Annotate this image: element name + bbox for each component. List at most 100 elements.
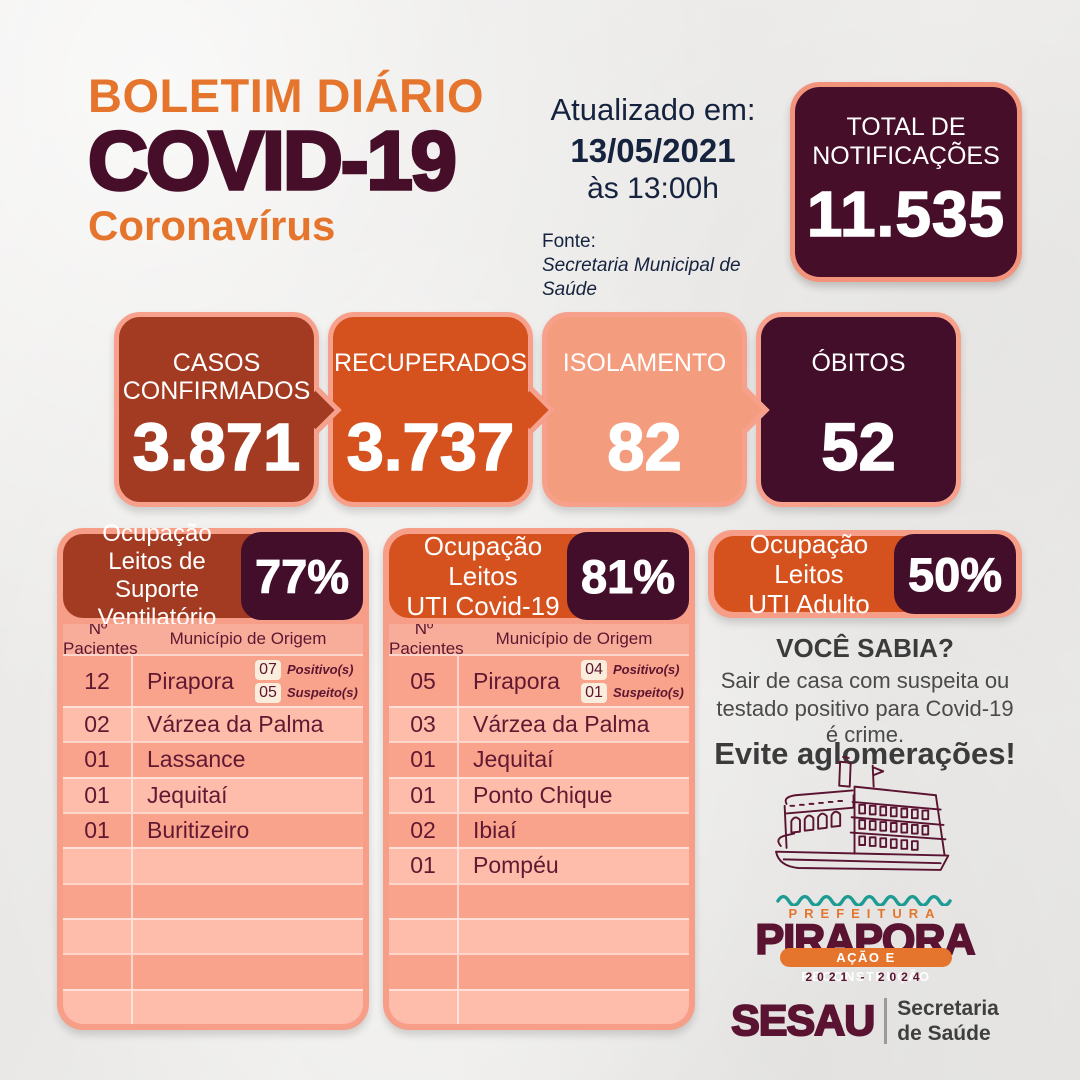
table-row: 01 Pompéu (389, 847, 689, 883)
term-years: 2021 - 2024 (805, 970, 925, 984)
patient-count-cell (63, 955, 133, 989)
patient-count-cell (389, 955, 459, 989)
municipality-cell (133, 955, 363, 988)
table-row (389, 953, 689, 989)
patient-count-cell (63, 919, 133, 954)
stat-casos-confirmados: CASOS CONFIRMADOS 3.871 (114, 312, 342, 507)
column-header-patients: Nº Pacientes (63, 624, 138, 658)
secretaria-label: Secretaria de Saúde (897, 997, 999, 1046)
case-status-badge: 04 Positivo(s) (581, 659, 681, 680)
patients-table: Nº Pacientes Município de Origem 05 Pirap… (389, 624, 689, 1024)
table-row: 12 Pirapora 07 Positivo(s) 05 Suspeito(s) (63, 654, 363, 706)
patient-count-cell: 05 (389, 656, 459, 706)
column-header-municipality: Município de Origem (169, 629, 327, 648)
table-row (389, 882, 689, 918)
municipality-cell: Jequitaí (147, 781, 228, 808)
column-header-patients: Nº Pacientes (389, 624, 464, 658)
patient-count-cell (389, 919, 459, 954)
municipality-cell (133, 991, 363, 1024)
patient-count-cell: 12 (63, 656, 133, 706)
patients-table: Nº Pacientes Município de Origem 12 Pirap… (63, 624, 363, 1024)
total-notifications-label: TOTAL DE NOTIFICAÇÕES (812, 113, 1000, 170)
steamboat-icon (775, 756, 950, 871)
did-you-know-text: Sair de casa com suspeita ou (720, 668, 1010, 693)
updated-label: Atualizado em: (550, 92, 756, 127)
case-status-badge: 01 Suspeito(s) (581, 682, 684, 703)
patient-count-cell (389, 990, 459, 1024)
municipality-cell: Pirapora 07 Positivo(s) 05 Suspeito(s) (147, 659, 358, 703)
municipality-cell (133, 920, 363, 953)
patient-count-cell: 01 (63, 743, 133, 777)
panel-uti-covid: Ocupação Leitos UTI Covid-19 81% Nº Paci… (383, 528, 695, 1030)
table-row (63, 988, 363, 1024)
case-status-badge: 07 Positivo(s) (255, 659, 355, 680)
bulletin-title: BOLETIM DIÁRIO COVID-19 Coronavírus (86, 68, 485, 250)
patient-count-cell (63, 884, 133, 918)
occupancy-percent-badge: 81% (567, 532, 689, 620)
municipality-cell: Ponto Chique (473, 781, 613, 808)
updated-date: 13/05/2021 (570, 132, 736, 169)
slogan-badge: AÇÃO E RECONSTRUÇÃO (780, 948, 952, 984)
stats-row: CASOS CONFIRMADOS 3.871 RECUPERADOS 3.73… (114, 312, 961, 507)
table-row: 05 Pirapora 04 Positivo(s) 01 Suspeito(s) (389, 654, 689, 706)
patient-count-cell: 01 (63, 813, 133, 848)
table-header-row: Nº Pacientes Município de Origem (63, 624, 363, 658)
column-header-municipality: Município de Origem (495, 629, 653, 648)
patient-count-cell: 01 (63, 778, 133, 812)
total-notifications-box: TOTAL DE NOTIFICAÇÕES 11.535 (790, 82, 1022, 282)
municipality-cell (459, 991, 689, 1024)
patient-count-cell: 02 (389, 813, 459, 848)
table-row: 01 Jequitaí (389, 741, 689, 777)
table-row (389, 988, 689, 1024)
wave-icon (776, 894, 952, 906)
stat-recuperados: RECUPERADOS 3.737 (328, 312, 556, 507)
table-row: 01 Ponto Chique (389, 776, 689, 812)
did-you-know-title: VOCÊ SABIA? (776, 633, 954, 663)
table-row (389, 917, 689, 954)
municipality-cell: Buritizeiro (147, 817, 250, 844)
table-row: 02 Várzea da Palma (63, 706, 363, 742)
prefeitura-label: PREFEITURA (788, 906, 942, 921)
stat-label: CASOS CONFIRMADOS (122, 349, 311, 405)
panel-ventilatory-support: Ocupação Leitos de Suporte Ventilatório … (57, 520, 369, 1030)
source-value: Secretaria Municipal de Saúde (542, 254, 741, 300)
case-status-badge: 05 Suspeito(s) (255, 682, 358, 703)
stat-isolamento: ISOLAMENTO 82 (542, 312, 770, 507)
sesau-logo-row: SESAU Secretaria de Saúde (708, 996, 1022, 1046)
municipality-cell (459, 920, 689, 953)
patient-count-cell (63, 849, 133, 883)
updated-time: às 13:00h (587, 172, 719, 205)
page-title-line1: BOLETIM DIÁRIO (88, 69, 485, 122)
table-row (63, 917, 363, 954)
stat-value: 52 (820, 409, 896, 486)
municipality-cell: Lassance (147, 746, 246, 773)
page-title-line3: Coronavírus (88, 202, 336, 249)
stat-label: ÓBITOS (811, 349, 906, 377)
patient-count-cell (63, 990, 133, 1024)
patient-count-cell: 01 (389, 849, 459, 883)
sesau-logo: SESAU (730, 996, 876, 1046)
municipality-cell: Pompéu (473, 852, 559, 879)
avoid-crowds-warning: Evite aglomerações! (714, 736, 1016, 771)
patient-count-cell: 02 (63, 708, 133, 742)
total-notifications-value: 11.535 (806, 177, 1006, 251)
table-row (63, 882, 363, 918)
table-row (63, 953, 363, 989)
table-row: 03 Várzea da Palma (389, 706, 689, 742)
stat-label: ISOLAMENTO (562, 349, 727, 377)
municipality-cell (133, 885, 363, 918)
municipality-cell: Ibiaí (473, 817, 517, 844)
occupancy-percent-badge: 77% (241, 532, 363, 620)
logo-divider (884, 998, 888, 1045)
table-row: 01 Buritizeiro (63, 811, 363, 848)
source-label: Fonte: (542, 231, 596, 252)
table-row: 01 Lassance (63, 741, 363, 777)
stat-obitos: ÓBITOS 52 (756, 312, 961, 507)
source-block: Fonte: Secretaria Municipal de Saúde (542, 230, 764, 301)
table-header-row: Nº Pacientes Município de Origem (389, 624, 689, 658)
table-row: 01 Jequitaí (63, 776, 363, 812)
stat-label: RECUPERADOS (333, 349, 528, 377)
update-block: Atualizado em: 13/05/2021 às 13:00h Font… (542, 92, 764, 301)
patient-count-cell (389, 884, 459, 918)
occupancy-percent-badge: 50% (894, 534, 1016, 614)
